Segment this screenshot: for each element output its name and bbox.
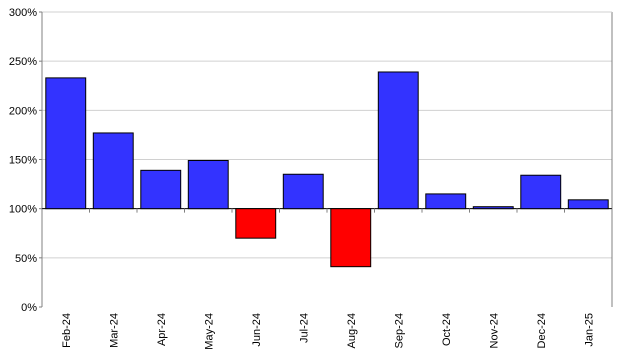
y-tick-label: 200% [9,105,37,117]
y-tick-label: 100% [9,204,37,216]
x-tick-label: Jan-25 [583,313,595,347]
bars [45,71,609,268]
x-tick-label: Mar-24 [108,313,120,348]
y-tick-label: 150% [9,155,37,167]
bar [282,173,324,210]
bar [425,193,467,210]
x-tick-label: Sep-24 [393,313,405,348]
x-tick-label: May-24 [203,313,215,350]
bar [187,159,229,210]
x-tick-label: Nov-24 [488,313,500,348]
y-tick-label: 0% [21,302,37,314]
x-tick-label: Dec-24 [536,313,548,348]
x-tick-label: Aug-24 [346,313,358,348]
y-tick-label: 250% [9,56,37,68]
tick-labels: 0% 50% 100% 150% 200% 250% 300% Feb-24 Mar-24 Apr… [9,7,595,350]
bar [472,206,514,210]
bar [330,208,372,268]
bar [377,71,419,210]
y-tick-label: 300% [9,7,37,19]
x-tick-label: Oct-24 [441,313,453,346]
bar [567,199,609,210]
bar [92,132,134,210]
x-tick-label: Jul-24 [298,313,310,343]
y-tick-label: 50% [15,253,37,265]
x-tick-label: Jun-24 [251,313,263,347]
bar [235,208,277,239]
bar [520,174,562,210]
x-tick-label: Apr-24 [156,313,168,346]
x-tick-label: Feb-24 [61,313,73,348]
bar [140,169,182,210]
axes [39,11,613,308]
bar [45,77,87,210]
